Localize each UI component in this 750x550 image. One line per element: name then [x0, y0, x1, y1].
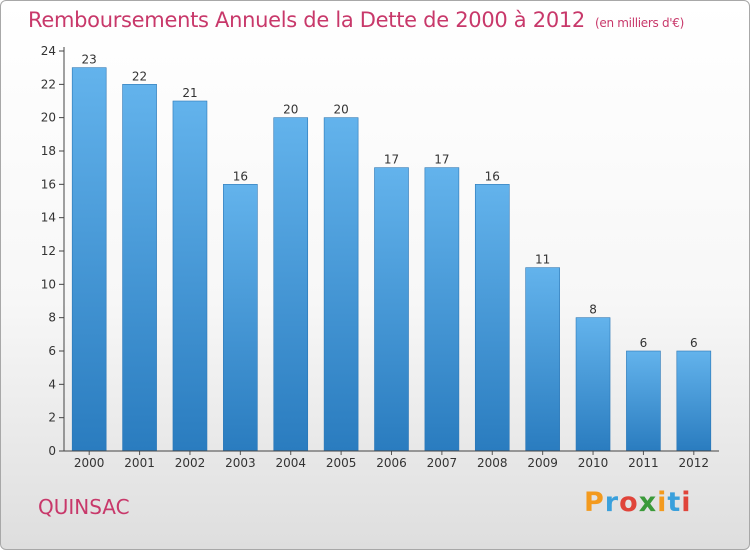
proxiti-logo: Proxiti [584, 487, 692, 518]
chart-title: Remboursements Annuels de la Dette de 20… [28, 8, 684, 32]
x-tick-2003: 2003 [225, 456, 256, 470]
x-tick-2001: 2001 [124, 456, 155, 470]
bar-2000 [71, 67, 107, 452]
y-tick-0: 0 [48, 444, 56, 458]
x-tick-2007: 2007 [427, 456, 458, 470]
value-label-2000: 23 [82, 53, 97, 67]
y-tick-22: 22 [41, 77, 56, 91]
x-tick-2006: 2006 [376, 456, 407, 470]
value-label-2006: 17 [384, 153, 399, 167]
commune-name: QUINSAC [38, 495, 130, 519]
x-tick-2000: 2000 [74, 456, 105, 470]
value-label-2008: 16 [485, 169, 500, 183]
y-tick-16: 16 [41, 177, 56, 191]
bar-2010 [575, 317, 611, 452]
x-tick-2009: 2009 [527, 456, 558, 470]
value-label-2011: 6 [640, 336, 648, 350]
bar-2007 [424, 167, 460, 452]
x-tick-2002: 2002 [175, 456, 206, 470]
bar-2009 [525, 267, 560, 452]
value-label-2010: 8 [589, 303, 597, 317]
chart-axes: 2000 2001 2002 2003 2004 2005 2006 2007 2008 2009… [41, 44, 719, 470]
logo-letter: i [681, 487, 692, 518]
logo-letter: x [638, 487, 658, 518]
logo-letter: t [667, 487, 682, 518]
x-tick-2010: 2010 [578, 456, 609, 470]
x-tick-2005: 2005 [326, 456, 357, 470]
logo-letter: o [619, 487, 639, 518]
value-label-2003: 16 [233, 169, 248, 183]
y-tick-4: 4 [48, 377, 56, 391]
logo-letter: r [604, 487, 620, 518]
x-tick-2008: 2008 [477, 456, 508, 470]
chart-subtitle: (en milliers d'€) [595, 16, 685, 30]
y-tick-14: 14 [41, 211, 56, 225]
bar-2004 [273, 117, 309, 452]
bar-2002 [172, 100, 208, 452]
bar-2011 [626, 350, 661, 452]
x-tick-2011: 2011 [628, 456, 659, 470]
value-label-2009: 11 [535, 253, 550, 267]
value-label-2001: 22 [132, 69, 147, 83]
bar-2008 [474, 184, 510, 452]
chart-title-text: Remboursements Annuels de la Dette de 20… [28, 8, 585, 32]
bar-2005 [323, 117, 359, 452]
logo-letter: P [584, 487, 605, 518]
value-label-2004: 20 [283, 103, 298, 117]
y-tick-20: 20 [41, 111, 56, 125]
value-label-2012: 6 [690, 336, 698, 350]
value-label-2007: 17 [434, 153, 449, 167]
bar-2006 [374, 167, 409, 452]
y-tick-24: 24 [41, 44, 56, 58]
y-tick-8: 8 [48, 311, 56, 325]
y-tick-18: 18 [41, 144, 56, 158]
bar-series: 23 22 21 16 20 20 17 17 16 11 8 6 6 [71, 53, 712, 452]
y-tick-6: 6 [48, 344, 56, 358]
bar-2003 [223, 184, 258, 452]
x-tick-2012: 2012 [679, 456, 710, 470]
bar-2001 [122, 84, 157, 452]
logo-letter: i [657, 487, 668, 518]
x-tick-2004: 2004 [275, 456, 306, 470]
y-tick-12: 12 [41, 244, 56, 258]
y-tick-10: 10 [41, 277, 56, 291]
value-label-2005: 20 [333, 103, 348, 117]
value-label-2002: 21 [182, 86, 197, 100]
bar-2012 [676, 350, 712, 452]
y-tick-2: 2 [48, 411, 56, 425]
